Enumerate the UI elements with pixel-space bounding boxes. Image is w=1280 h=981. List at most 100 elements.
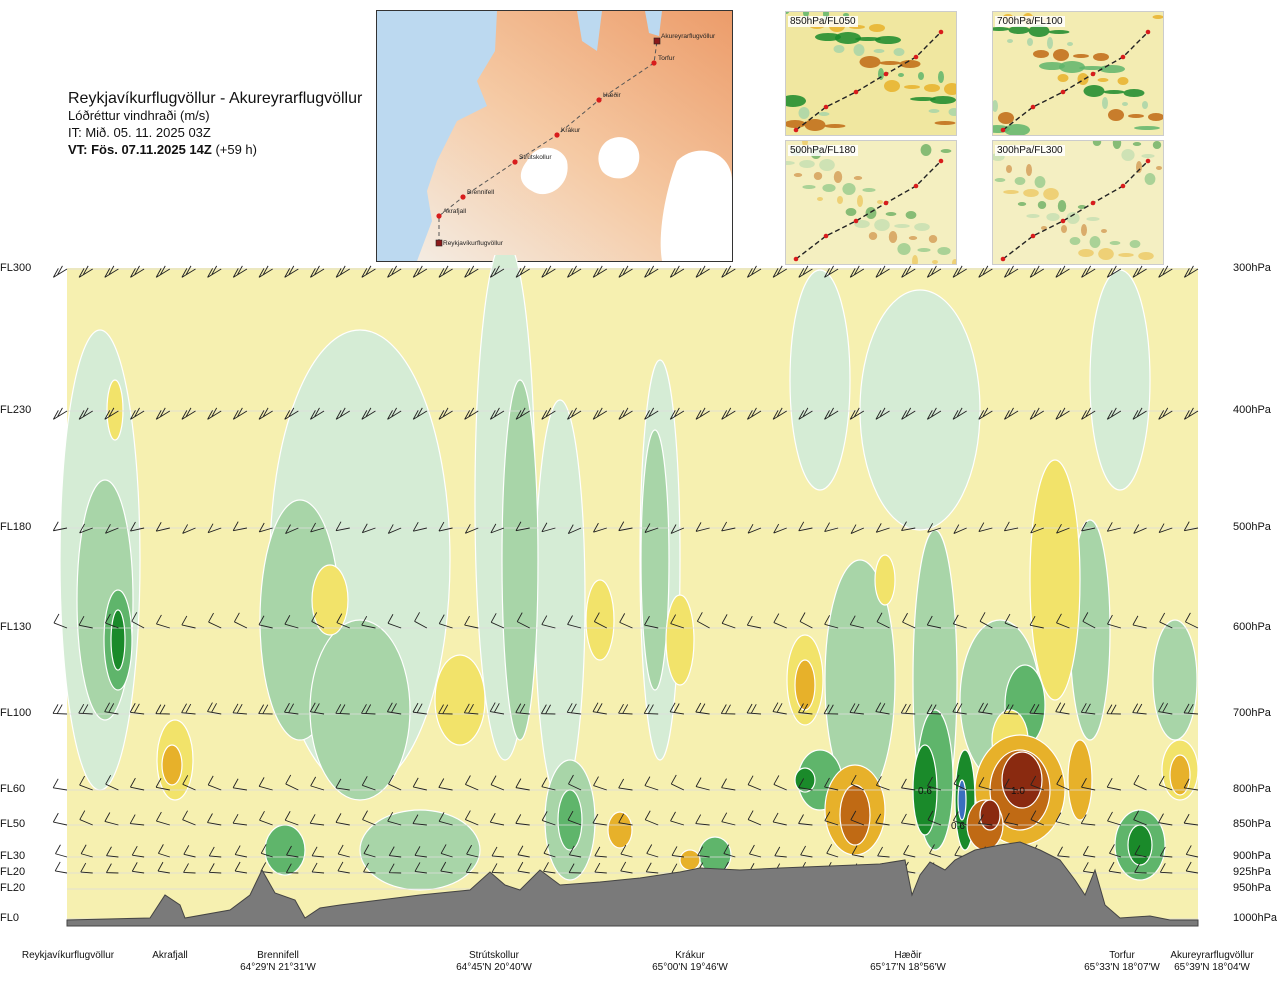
pressure-tick: 800hPa	[1233, 783, 1271, 795]
contour-blob	[110, 609, 126, 671]
thumb-field-cell	[898, 73, 904, 77]
thumb-field-cell	[1118, 253, 1134, 257]
wind-barb	[515, 265, 530, 278]
thumb-field-cell	[994, 178, 1006, 182]
wind-barb	[618, 778, 633, 791]
wind-barb	[594, 862, 607, 874]
wind-barb	[207, 813, 222, 826]
waypoint-coord: 65°39'N 18°04'W	[1174, 962, 1250, 973]
map-waypoint-label: Reykjavíkurflugvöllur	[443, 240, 504, 247]
wind-barb	[130, 521, 145, 532]
thumb-300hpa[interactable]: 300hPa/FL300	[991, 137, 1164, 265]
wind-barb	[517, 845, 530, 858]
thumb-field-cell	[930, 96, 956, 104]
thumb-field-cell	[1028, 25, 1050, 37]
wind-barb	[1106, 265, 1122, 278]
thumb-field-cell	[934, 121, 956, 125]
waypoint-marker	[460, 194, 466, 200]
wind-barb	[952, 702, 967, 715]
wind-barb	[412, 777, 427, 791]
wind-barb	[440, 861, 453, 874]
map-waypoint-label: Hæðir	[603, 91, 622, 99]
map-glacier-langjokull	[520, 147, 568, 195]
wind-barb	[258, 615, 273, 629]
wind-barb	[207, 523, 222, 534]
flight-level-tick: FL30	[0, 850, 26, 862]
wind-barb	[1082, 862, 1096, 874]
wind-barb	[875, 265, 890, 278]
wind-barb	[157, 861, 170, 874]
thumb-field-cell	[855, 37, 881, 41]
contour-blob	[1029, 459, 1081, 701]
waypoint-coord: 65°00'N 19°46'W	[652, 962, 728, 973]
wind-barb	[284, 615, 299, 629]
thumb-field-cell	[1057, 200, 1067, 212]
thumb-500hpa[interactable]: 500hPa/FL180	[779, 135, 958, 267]
wind-barb	[798, 703, 813, 715]
wind-barb	[619, 613, 633, 629]
thumb-700hpa[interactable]: 700hPa/FL100	[984, 11, 1164, 136]
contour-blob	[839, 784, 871, 846]
wind-barb	[232, 703, 247, 715]
wind-barb	[1081, 407, 1096, 420]
wind-barb	[284, 265, 299, 278]
wind-barb	[567, 810, 582, 826]
wind-barb	[285, 524, 299, 535]
wind-barb	[1159, 863, 1173, 874]
wind-barb	[54, 861, 68, 874]
thumb-field-cell	[798, 107, 810, 119]
wind-barb	[515, 778, 530, 791]
wind-barb	[207, 775, 222, 791]
pressure-tick: 950hPa	[1233, 882, 1271, 894]
thumb-field-cell	[813, 172, 823, 180]
wind-barb	[1183, 813, 1199, 826]
thumb-field-cell	[822, 184, 836, 192]
contour-labels: 0.6 0.6 1.0	[918, 786, 1025, 832]
thumb-700hpa-image	[984, 12, 1164, 136]
thumb-field-cell	[1138, 252, 1154, 260]
wind-barb	[336, 613, 350, 629]
wind-barb	[721, 521, 736, 532]
wind-barb	[155, 811, 170, 826]
wind-barb	[309, 702, 325, 715]
wind-barb	[592, 813, 607, 826]
wind-barb	[875, 776, 890, 791]
flight-level-tick: FL100	[0, 707, 32, 719]
wind-barb	[568, 845, 582, 858]
wind-barb	[1183, 778, 1199, 791]
wind-barb	[52, 407, 68, 420]
wind-barb	[1109, 844, 1122, 858]
wind-barb	[515, 521, 530, 532]
wind-barb	[721, 812, 736, 826]
thumb-field-cell	[793, 173, 803, 177]
wind-barb	[363, 862, 376, 874]
wind-barb	[207, 702, 222, 715]
wind-barb	[104, 265, 119, 278]
wind-barb	[695, 265, 710, 278]
wind-barb	[875, 813, 890, 826]
thumb-field-cell	[815, 33, 841, 41]
thumb-route-marker	[913, 183, 919, 189]
wind-barb	[824, 522, 839, 532]
wind-barb	[620, 861, 633, 874]
thumb-field-cell	[859, 56, 881, 68]
wind-barb	[772, 812, 787, 826]
contour-blob	[1169, 754, 1191, 796]
flight-level-tick: FL50	[0, 818, 26, 830]
wind-barb	[1132, 407, 1147, 420]
thumb-field-cell	[1047, 37, 1053, 49]
waypoint-marker	[554, 132, 560, 138]
thumb-850hpa[interactable]: 850hPa/FL050	[780, 8, 960, 136]
wind-barb	[155, 522, 170, 532]
thumb-field-cell	[857, 195, 863, 207]
wind-barb	[644, 265, 659, 278]
map-sea-north	[577, 11, 602, 51]
thumb-field-cell	[1086, 217, 1100, 221]
wind-barb	[541, 522, 556, 533]
waypoint-name: Krákur	[675, 950, 705, 961]
wind-barb	[208, 846, 222, 858]
wind-barb	[849, 703, 864, 715]
wind-barb	[952, 407, 967, 420]
thumb-field-cell	[875, 36, 901, 44]
waypoint-label: Brennifell 64°29'N 21°31'W	[240, 950, 316, 974]
